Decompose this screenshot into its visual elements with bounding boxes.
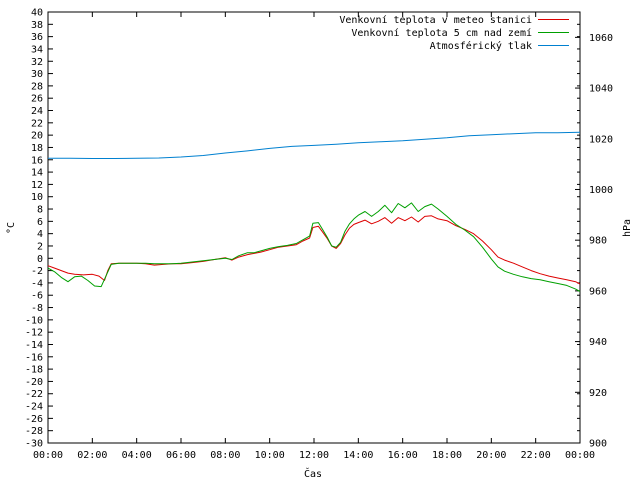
x-tick-label: 12:00: [299, 450, 329, 461]
y-tick-label: 20: [31, 131, 43, 142]
y-tick-label: 10: [31, 192, 43, 203]
y-tick-label: 12: [31, 180, 43, 191]
y-tick-label: -26: [25, 414, 43, 425]
x-tick-label: 00:00: [565, 450, 595, 461]
y-tick-label: 32: [31, 57, 43, 68]
series-lines: [47, 131, 581, 292]
y-tick-label: 6: [37, 217, 43, 228]
y-tick-label: -2: [31, 266, 43, 277]
y-tick-label: 24: [31, 106, 43, 117]
x-tick-label: 00:00: [33, 450, 63, 461]
y-tick-label: 40: [31, 8, 43, 19]
x-tick-label: 22:00: [521, 450, 551, 461]
y-tick-label: -16: [25, 352, 43, 363]
y2-tick-label: 900: [589, 439, 607, 450]
y2-axis-label: hPa: [622, 219, 633, 237]
y-tick-label: 22: [31, 118, 43, 129]
y-tick-label: 16: [31, 155, 43, 166]
y-tick-label: 8: [37, 205, 43, 216]
y2-tick-label: 1060: [589, 33, 613, 44]
x-tick-label: 10:00: [255, 450, 285, 461]
legend-entry-label: Venkovní teplota 5 cm nad zemí: [351, 27, 532, 39]
y-tick-label: 38: [31, 20, 43, 31]
y-tick-label: -10: [25, 315, 43, 326]
y2-tick-label: 1000: [589, 185, 613, 196]
y-tick-label: 26: [31, 94, 43, 105]
y-tick-label: 18: [31, 143, 43, 154]
y-tick-label: 0: [37, 254, 43, 265]
x-tick-label: 08:00: [210, 450, 240, 461]
x-tick-label: 20:00: [476, 450, 506, 461]
y-axis-left: 4038363432302826242220181614121086420-2-…: [25, 8, 580, 450]
x-axis-label: Čas: [304, 467, 322, 480]
y-tick-label: -12: [25, 328, 43, 339]
y2-tick-label: 960: [589, 286, 607, 297]
x-tick-label: 18:00: [432, 450, 462, 461]
series-line-2: [48, 131, 581, 159]
y-tick-label: -20: [25, 377, 43, 388]
legend-entry-label: Venkovní teplota v meteo stanici: [339, 14, 532, 26]
x-tick-label: 06:00: [166, 450, 196, 461]
y-axis-label: °C: [6, 222, 17, 234]
series-line-1: [47, 202, 581, 292]
x-axis: 00:00 02:00 04:00 06:00 08:00 10:00 12:00 14:00…: [33, 12, 595, 461]
y-tick-label: -28: [25, 426, 43, 437]
x-tick-label: 16:00: [388, 450, 418, 461]
x-tick-label: 04:00: [122, 450, 152, 461]
y-tick-label: -18: [25, 365, 43, 376]
y-tick-label: 4: [37, 229, 43, 240]
y-tick-label: 30: [31, 69, 43, 80]
y-tick-label: 14: [31, 168, 43, 179]
x-tick-label: 02:00: [77, 450, 107, 461]
y-tick-label: 34: [31, 44, 43, 55]
y-tick-label: -24: [25, 402, 43, 413]
y2-tick-label: 1040: [589, 84, 613, 95]
x-tick-label: 14:00: [343, 450, 373, 461]
y2-tick-label: 920: [589, 388, 607, 399]
y2-tick-label: 940: [589, 337, 607, 348]
y2-tick-label: 980: [589, 236, 607, 247]
y-tick-label: -4: [31, 278, 43, 289]
y-tick-label: -14: [25, 340, 43, 351]
y2-tick-label: 1020: [589, 134, 613, 145]
y-tick-label: 36: [31, 32, 43, 43]
y-tick-label: 2: [37, 241, 43, 252]
legend-entry-label: Atmosférický tlak: [430, 40, 532, 52]
y-tick-label: -8: [31, 303, 43, 314]
y-tick-label: -22: [25, 389, 43, 400]
y-tick-label: -30: [25, 439, 43, 450]
y-tick-label: 28: [31, 81, 43, 92]
y-axis-right: 1060 1040 1020 1000 980 960 940 920 900: [575, 33, 613, 450]
legend: Venkovní teplota v meteo staniciVenkovní…: [339, 14, 569, 52]
y-tick-label: -6: [31, 291, 43, 302]
